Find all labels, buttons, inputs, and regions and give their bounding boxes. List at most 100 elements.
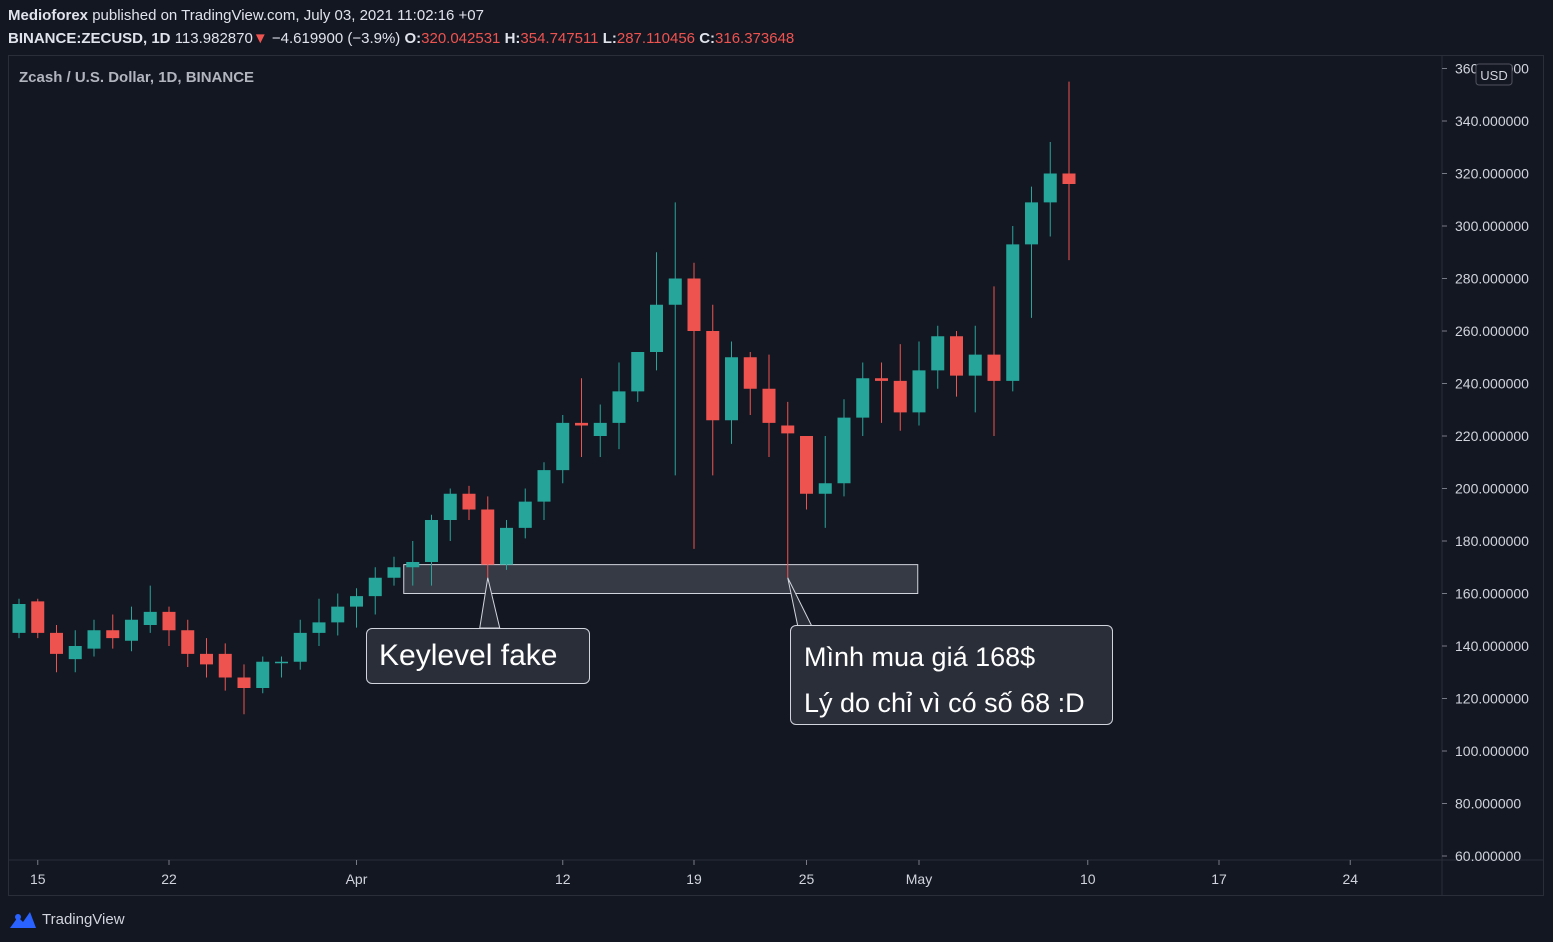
candle-up [725,357,738,421]
candle-up [650,304,663,352]
time-tick-label: 25 [799,871,815,887]
time-tick-label: 24 [1342,871,1358,887]
footer-brand[interactable]: TradingView [8,906,125,932]
candle-up [1006,244,1020,381]
candle-up [931,336,945,371]
time-tick-label: Apr [346,871,368,887]
candle-up [1025,202,1038,245]
price-tick-label: 140.000000 [1455,638,1529,654]
publish-info: Medioforex published on TradingView.com,… [8,7,484,24]
buy-text-line1: Mình mua giá 168$ [804,642,1036,672]
price-tick-label: 340.000000 [1455,113,1529,129]
candle-down [762,388,776,423]
candle-up [837,417,851,484]
buy-callout[interactable]: Mình mua giá 168$ Lý do chỉ vì có số 68 … [790,625,1113,725]
last-price: 113.982870 [174,30,253,47]
candle-up [556,422,570,471]
time-tick-label: 22 [161,871,177,887]
price-tick-label: 260.000000 [1455,323,1529,339]
close-label: C: [699,30,716,47]
candle-up [12,604,26,633]
candle-up [125,619,138,641]
change-arrow-icon: ▼ [252,30,268,47]
chart-title: Zcash / U.S. Dollar, 1D, BINANCE [19,69,254,86]
candle-down [31,601,45,633]
candle-up [350,596,363,607]
candle-up [331,606,345,623]
candle-down [987,354,1001,381]
candle-up [312,622,326,633]
candle-up [406,562,420,568]
candle-up [143,611,157,625]
time-tick-label: 19 [686,871,702,887]
candle-up [912,370,926,413]
ohlc-legend: BINANCE:ZECUSD, 1D 113.982870▼ −4.619900… [8,30,794,47]
candle-up [537,470,551,502]
close-value: 316.373648 [715,30,795,47]
keylevel-text: Keylevel fake [379,639,558,672]
price-tick-label: 200.000000 [1455,481,1529,497]
low-value: 287.110456 [616,30,696,47]
candle-down [1062,173,1076,184]
high-label: H: [504,30,521,47]
candle-up [668,278,682,305]
candle-down [781,425,795,434]
time-tick-label: 10 [1080,871,1096,887]
price-change: −4.619900 (−3.9%) [271,30,401,47]
candle-down [743,357,757,389]
candle-up [443,493,457,520]
low-label: L: [602,30,617,47]
candle-down [50,632,63,654]
candle-up [293,632,307,662]
price-tick-label: 320.000000 [1455,166,1529,182]
candle-up [68,646,82,660]
candle-down [800,436,813,494]
time-tick-label: 12 [555,871,571,887]
candle-up [631,352,645,392]
candle-up [256,661,270,688]
author-name[interactable]: Medioforex [8,7,89,24]
candle-down [706,331,720,421]
currency-badge [1475,63,1513,86]
price-tick-label: 160.000000 [1455,586,1529,602]
candle-up [968,354,982,376]
symbol-label[interactable]: BINANCE:ZECUSD, 1D [8,30,171,47]
candle-down [875,378,888,381]
candle-down [106,630,120,639]
candle-up [1043,173,1057,203]
keylevel-callout[interactable]: Keylevel fake [366,628,590,684]
candle-down [950,336,963,376]
candle-up [518,501,532,528]
candle-up [612,391,626,423]
chart-header: Medioforex published on TradingView.com,… [8,0,1548,54]
time-tick-label: 15 [30,871,46,887]
candle-down [218,653,232,678]
chart-frame [8,55,1544,896]
keylevel-zone [403,564,919,594]
open-value: 320.042531 [421,30,501,47]
candle-up [387,567,401,578]
time-tick-label: May [906,871,932,887]
candle-up [425,520,438,562]
candle-down [237,677,251,688]
candle-down [687,278,701,331]
candle-down [462,493,476,510]
tradingview-logo-icon [10,912,36,928]
brand-name: TradingView [42,910,125,928]
price-tick-label: 280.000000 [1455,271,1529,287]
price-tick-label: 240.000000 [1455,376,1529,392]
candle-down [181,630,195,654]
candle-up [500,527,513,565]
candle-up [368,577,382,597]
candle-up [856,378,870,418]
candle-down [575,422,588,426]
candle-down [200,653,213,665]
candle-down [893,380,907,413]
candle-down [481,509,495,565]
candle-up [593,422,607,436]
price-tick-label: 180.000000 [1455,533,1529,549]
time-tick-label: 17 [1211,871,1227,887]
open-label: O: [404,30,422,47]
high-value: 354.747511 [520,30,599,47]
